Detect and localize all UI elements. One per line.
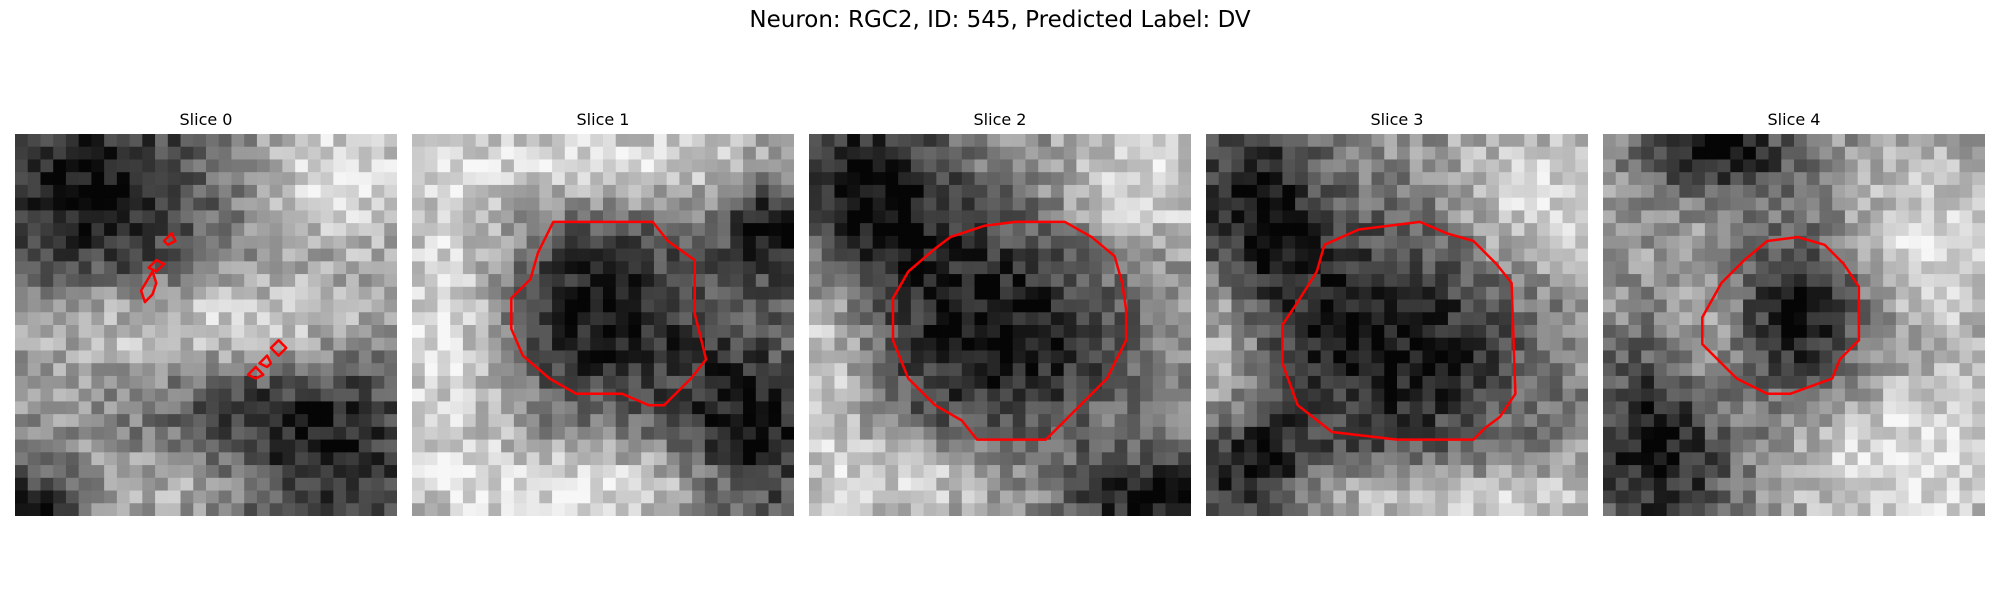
slice-panel-4: Slice 4: [1603, 110, 1985, 516]
grayscale-slice-svg: [412, 134, 794, 516]
roi-contour: [147, 258, 166, 273]
slice-image: [1603, 134, 1985, 516]
grayscale-slice-svg: [1206, 134, 1588, 516]
grayscale-slice-svg: [809, 134, 1191, 516]
slice-image: [809, 134, 1191, 516]
slice-title: Slice 0: [179, 110, 233, 129]
grayscale-slice-svg: [1603, 134, 1985, 516]
slice-panel-3: Slice 3: [1206, 110, 1588, 516]
slice-title: Slice 2: [973, 110, 1027, 129]
roi-contour: [891, 220, 1128, 441]
roi-contour: [139, 270, 158, 304]
slice-image: [15, 134, 397, 516]
slice-image: [1206, 134, 1588, 516]
roi-contour: [510, 220, 708, 407]
roi-contour: [246, 365, 265, 380]
slice-panel-1: Slice 1: [412, 110, 794, 516]
grayscale-slice-svg: [15, 134, 397, 516]
slice-title: Slice 3: [1370, 110, 1424, 129]
roi-contour: [1701, 235, 1861, 396]
roi-contour: [162, 232, 177, 247]
slice-title: Slice 4: [1767, 110, 1821, 129]
slice-panel-2: Slice 2: [809, 110, 1191, 516]
roi-contour: [1281, 220, 1517, 441]
figure-title: Neuron: RGC2, ID: 545, Predicted Label: …: [749, 7, 1251, 33]
roi-contour: [269, 339, 288, 357]
roi-contour: [258, 354, 273, 369]
slice-title: Slice 1: [576, 110, 630, 129]
slice-panel-0: Slice 0: [15, 110, 397, 516]
slice-image: [412, 134, 794, 516]
